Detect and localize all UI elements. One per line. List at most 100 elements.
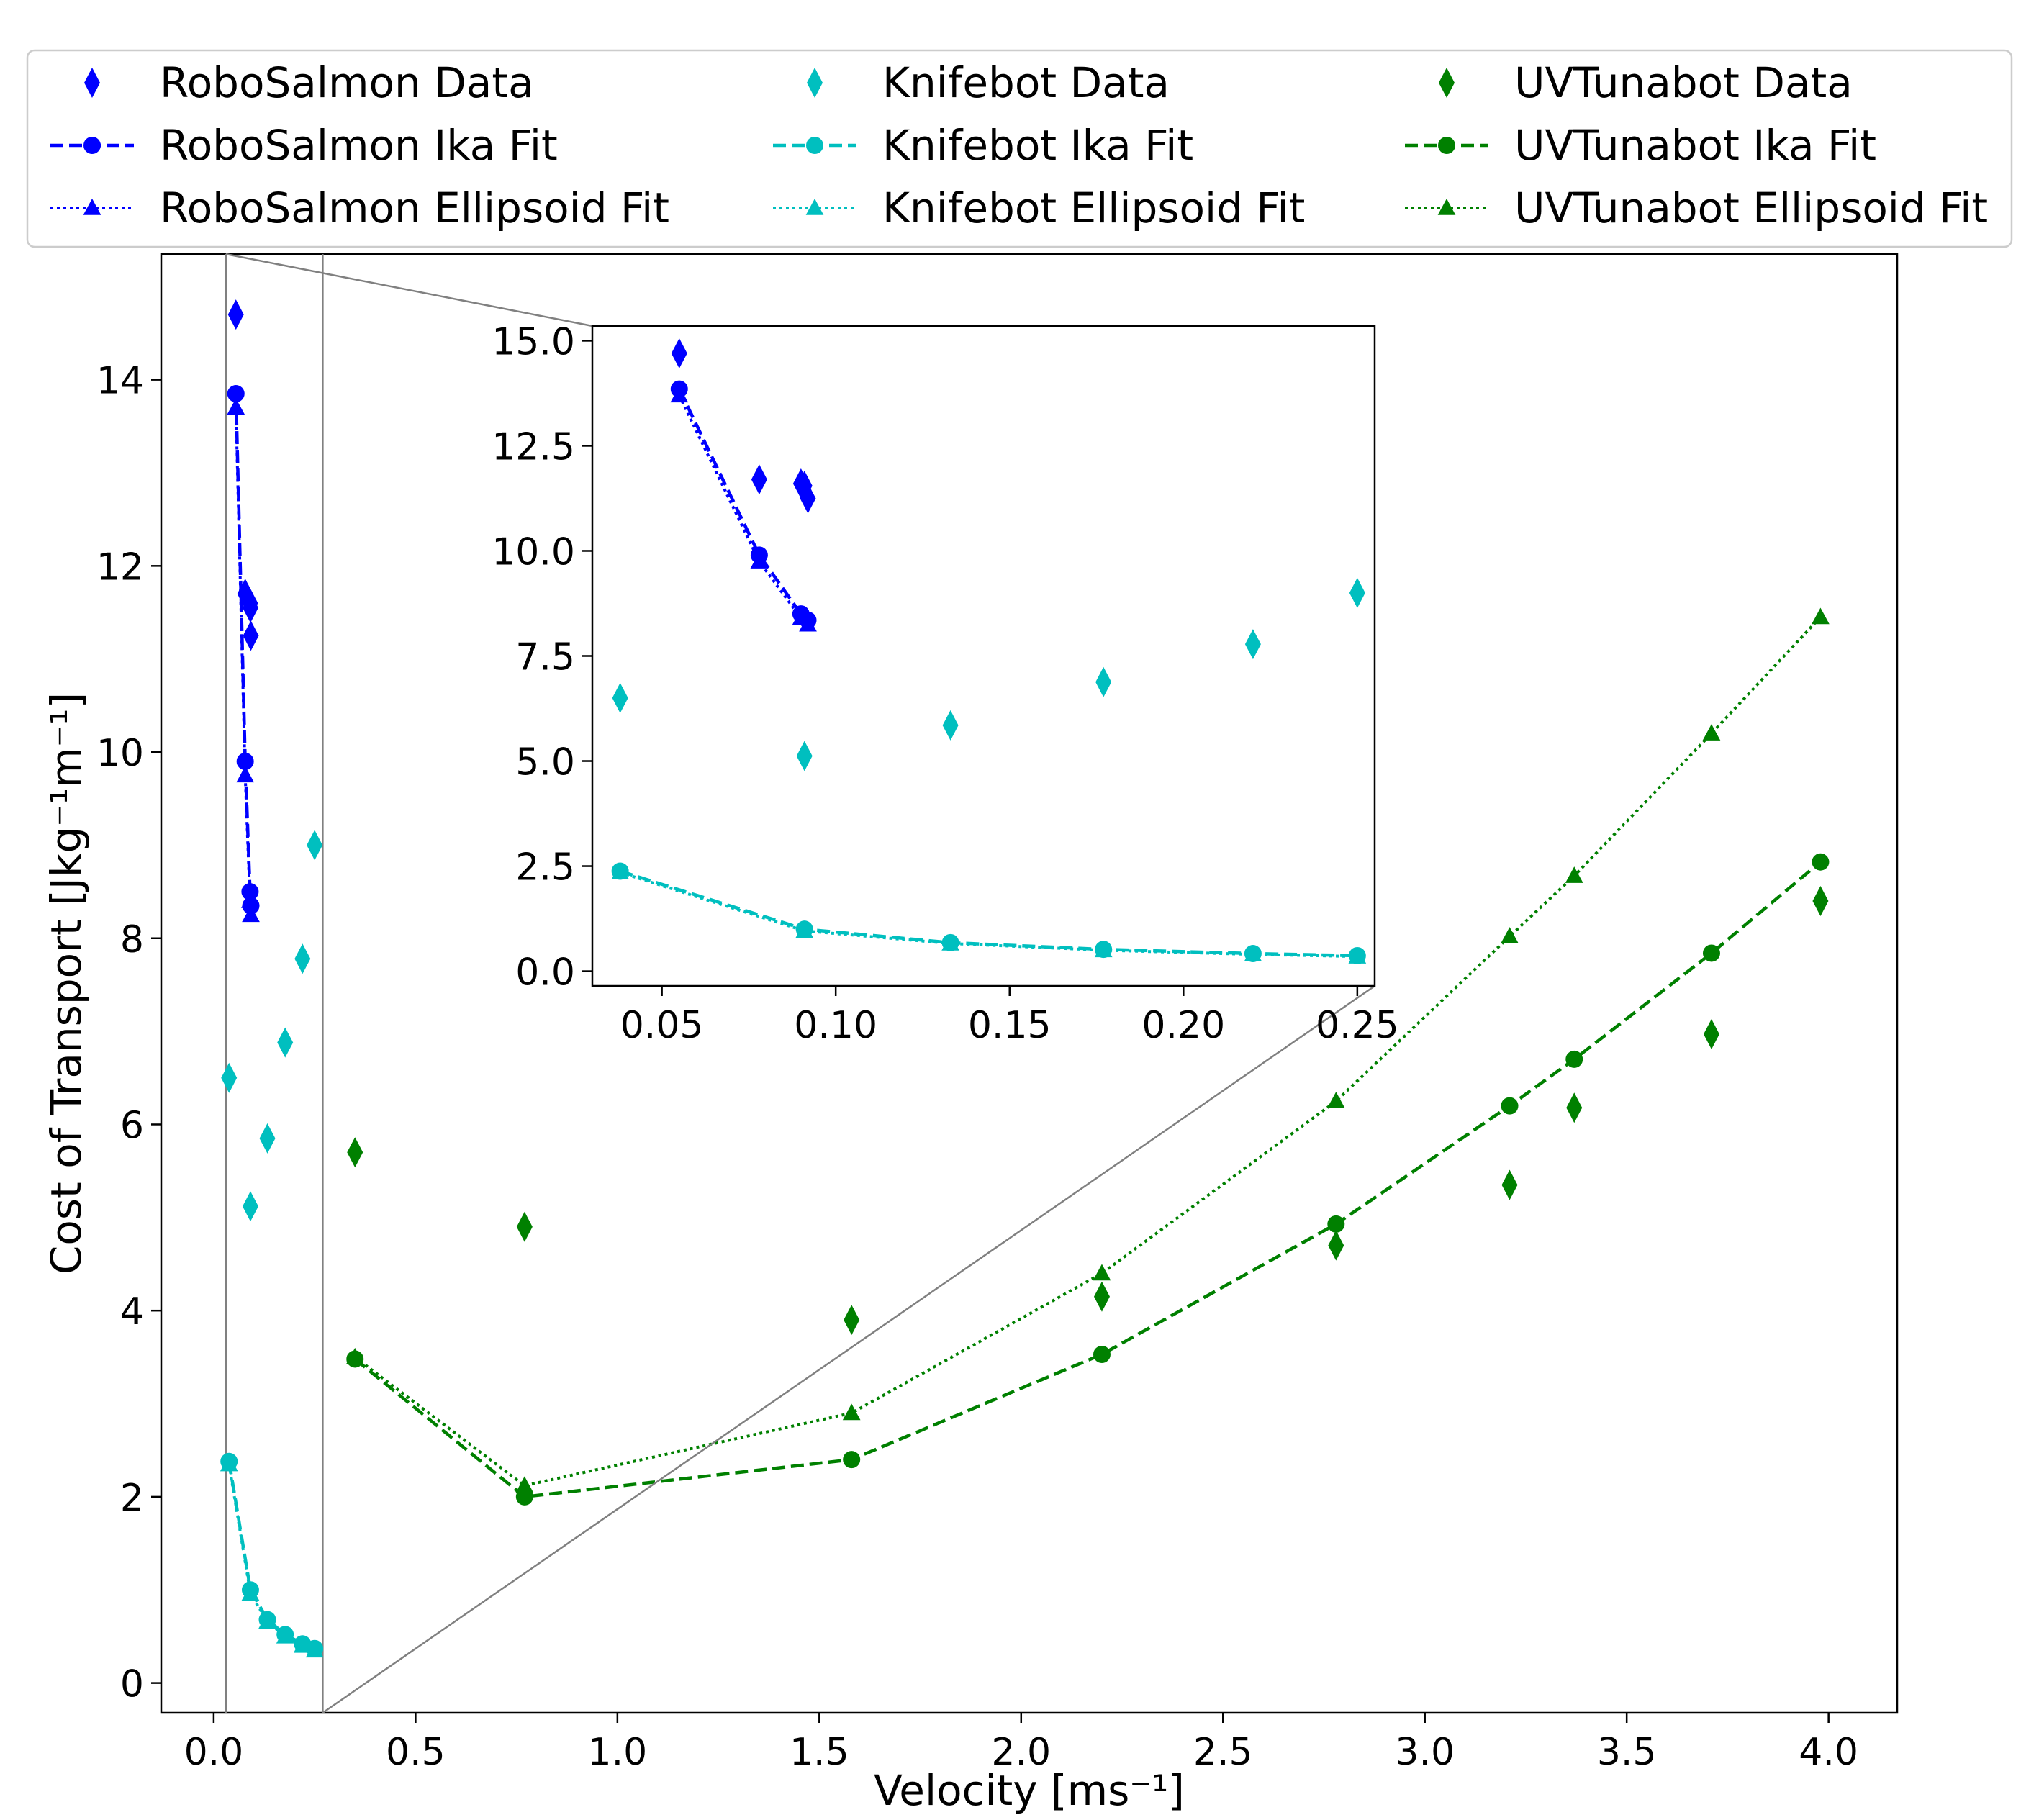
y-tick-label: 12 bbox=[96, 545, 144, 589]
inset-y-tick-label: 7.5 bbox=[515, 636, 575, 679]
legend-robosalmon-ellipsoid-fit-marker bbox=[83, 199, 101, 215]
inset-y-tick-label: 2.5 bbox=[515, 846, 575, 889]
x-tick-label: 3.5 bbox=[1597, 1731, 1657, 1774]
main-knifebot-ellipsoid-fit-point bbox=[293, 1636, 312, 1653]
zoom-connector-bottom bbox=[322, 984, 1375, 1714]
inset-x-tick-label: 0.10 bbox=[794, 1004, 877, 1047]
x-tick-label: 3.0 bbox=[1395, 1731, 1455, 1774]
x-tick-label: 1.5 bbox=[790, 1731, 849, 1774]
legend-uvtunabot-data-marker bbox=[1439, 68, 1455, 98]
x-tick-label: 1.0 bbox=[587, 1731, 647, 1774]
main-knifebot-data-point bbox=[259, 1123, 276, 1154]
main-uvtunabot-ellipsoid-fit-point bbox=[515, 1476, 534, 1493]
main-uvtunabot-ellipsoid-fit-point bbox=[842, 1403, 861, 1421]
main-robosalmon-data-point bbox=[243, 620, 259, 651]
main-axes-frame bbox=[160, 253, 1899, 1714]
legend-uvtunabot-ika-fit-label: UVTunabot Ika Fit bbox=[1514, 121, 1876, 170]
y-tick-label: 6 bbox=[120, 1104, 144, 1147]
main-robosalmon-ika-fit-point bbox=[236, 752, 254, 770]
inset-y-tick-label: 0.0 bbox=[515, 951, 575, 995]
legend-robosalmon-data-label: RoboSalmon Data bbox=[160, 58, 534, 107]
inset-knifebot-data-point bbox=[1244, 629, 1261, 660]
main-uvtunabot-ellipsoid-fit-point bbox=[1093, 1264, 1111, 1281]
y-tick-label: 0 bbox=[120, 1663, 144, 1706]
legend-knifebot-data-marker bbox=[807, 68, 823, 98]
inset-y-tick-label: 10.0 bbox=[492, 530, 575, 574]
inset-robosalmon-ellipsoid-fit-point bbox=[670, 386, 689, 403]
main-knifebot-data-point bbox=[221, 1062, 238, 1093]
main-uvtunabot-ika-fit-point bbox=[1702, 944, 1720, 962]
main-knifebot-ellipsoid-fit-point bbox=[276, 1626, 294, 1644]
main-robosalmon-ellipsoid-fit-point bbox=[236, 766, 255, 783]
y-tick-label: 8 bbox=[120, 918, 144, 961]
main-robosalmon-ika-fit-point bbox=[227, 385, 245, 403]
inset-x-tick-label: 0.25 bbox=[1316, 1004, 1399, 1047]
main-uvtunabot-data-point bbox=[347, 1137, 363, 1168]
inset-x-tick-label: 0.05 bbox=[620, 1004, 704, 1047]
legend-box bbox=[26, 49, 2013, 248]
main-uvtunabot-ika-fit-point bbox=[1812, 853, 1830, 871]
main-knifebot-data-point bbox=[307, 830, 323, 861]
main-uvtunabot-ellipsoid-fit-point bbox=[1565, 866, 1583, 883]
inset-robosalmon-data-point bbox=[796, 470, 813, 501]
inset-knifebot-ellipsoid-fit-point bbox=[1348, 947, 1367, 964]
inset-robosalmon-data-point bbox=[671, 338, 687, 368]
main-uvtunabot-data-point bbox=[1093, 1281, 1110, 1312]
main-knifebot-ellipsoid-fit-point bbox=[220, 1454, 238, 1472]
main-robosalmon-ellipsoid-fit-line bbox=[234, 407, 253, 915]
inset-x-tick-label: 0.20 bbox=[1141, 1004, 1225, 1047]
main-uvtunabot-ika-fit-point bbox=[1565, 1050, 1583, 1068]
y-tick-label: 14 bbox=[96, 360, 144, 403]
main-robosalmon-ellipsoid-fit-point bbox=[242, 905, 260, 923]
main-knifebot-data-point bbox=[242, 1191, 258, 1222]
inset-y-tick-label: 15.0 bbox=[492, 320, 575, 363]
legend-knifebot-ika-fit-marker bbox=[806, 137, 823, 154]
x-tick-label: 0.5 bbox=[386, 1731, 446, 1774]
x-axis-label: Velocity [ms⁻¹] bbox=[874, 1766, 1185, 1815]
main-robosalmon-data-point bbox=[227, 299, 244, 330]
main-uvtunabot-ika-fit-point bbox=[843, 1451, 861, 1469]
inset-knifebot-data-point bbox=[942, 710, 959, 741]
zoom-connector-top bbox=[225, 253, 593, 327]
legend-robosalmon-ika-fit-label: RoboSalmon Ika Fit bbox=[160, 121, 558, 170]
inset-y-tick-label: 12.5 bbox=[492, 425, 575, 468]
main-uvtunabot-ellipsoid-fit-point bbox=[345, 1347, 364, 1364]
legend-knifebot-data-label: Knifebot Data bbox=[882, 58, 1170, 107]
inset-robosalmon-data-point bbox=[751, 464, 767, 495]
inset-knifebot-ellipsoid-fit-point bbox=[1094, 941, 1113, 958]
main-uvtunabot-ellipsoid-fit-point bbox=[1812, 607, 1830, 625]
y-tick-label: 10 bbox=[96, 732, 144, 775]
main-uvtunabot-ellipsoid-fit-point bbox=[1326, 1092, 1345, 1108]
legend-knifebot-ellipsoid-fit-label: Knifebot Ellipsoid Fit bbox=[882, 184, 1305, 232]
main-uvtunabot-data-point bbox=[1501, 1169, 1518, 1200]
inset-robosalmon-ellipsoid-fit-point bbox=[799, 615, 817, 632]
legend-uvtunabot-ellipsoid-fit-marker bbox=[1437, 199, 1456, 215]
x-tick-label: 2.5 bbox=[1193, 1731, 1253, 1774]
inset-knifebot-ellipsoid-fit-point bbox=[1244, 945, 1262, 961]
inset-knifebot-data-point bbox=[1095, 666, 1112, 697]
main-knifebot-data-point bbox=[294, 943, 311, 974]
legend-uvtunabot-data-label: UVTunabot Data bbox=[1514, 58, 1853, 107]
legend-knifebot-ellipsoid-fit-marker bbox=[805, 199, 824, 215]
y-axis-label: Cost of Transport [Jkg⁻¹m⁻¹] bbox=[42, 692, 91, 1275]
main-knifebot-ellipsoid-fit-point bbox=[241, 1584, 260, 1601]
main-knifebot-data-point bbox=[277, 1027, 294, 1058]
main-uvtunabot-ika-fit-point bbox=[1327, 1215, 1345, 1233]
main-uvtunabot-ika-fit-point bbox=[1501, 1097, 1519, 1115]
main-uvtunabot-ellipsoid-fit-line bbox=[354, 616, 1822, 1488]
legend-knifebot-ika-fit-label: Knifebot Ika Fit bbox=[882, 121, 1193, 170]
x-tick-label: 2.0 bbox=[991, 1731, 1051, 1774]
inset-robosalmon-ellipsoid-fit-point bbox=[750, 552, 769, 569]
main-uvtunabot-ellipsoid-fit-point bbox=[1702, 724, 1721, 741]
legend-robosalmon-ika-fit-marker bbox=[83, 137, 101, 154]
inset-knifebot-ellipsoid-fit-point bbox=[941, 934, 959, 951]
main-uvtunabot-data-point bbox=[1703, 1018, 1719, 1049]
main-knifebot-ellipsoid-fit-point bbox=[258, 1612, 276, 1629]
main-robosalmon-data-point bbox=[242, 592, 258, 623]
main-uvtunabot-data-point bbox=[1328, 1230, 1344, 1261]
inset-x-tick-label: 0.15 bbox=[968, 1004, 1052, 1047]
main-uvtunabot-data-point bbox=[844, 1305, 860, 1336]
inset-knifebot-data-point bbox=[1349, 577, 1365, 608]
main-uvtunabot-ellipsoid-fit-point bbox=[1501, 927, 1519, 943]
